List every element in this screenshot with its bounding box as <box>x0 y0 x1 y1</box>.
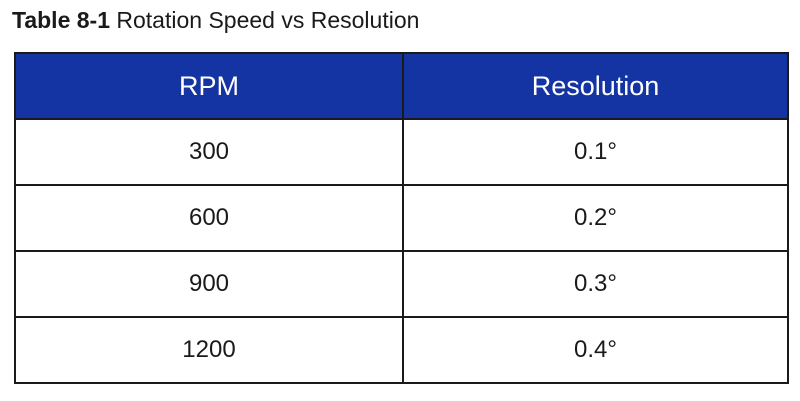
rpm-cell: 900 <box>14 250 404 318</box>
table-header: RPM Resolution <box>14 52 789 120</box>
rpm-cell: 1200 <box>14 316 404 384</box>
column-header-rpm: RPM <box>14 52 404 120</box>
table-caption-label: Table 8-1 <box>12 7 110 33</box>
table-caption-text: Rotation Speed vs Resolution <box>116 7 420 33</box>
rpm-cell: 600 <box>14 184 404 252</box>
resolution-cell: 0.1° <box>402 118 789 186</box>
table-row: 600 0.2° <box>14 184 789 252</box>
rpm-resolution-table: RPM Resolution 300 0.1° 600 0.2° 900 0.3… <box>14 52 789 384</box>
resolution-cell: 0.3° <box>402 250 789 318</box>
rpm-cell: 300 <box>14 118 404 186</box>
table-row: 300 0.1° <box>14 118 789 186</box>
table-caption: Table 8-1 Rotation Speed vs Resolution <box>12 4 419 36</box>
table-body: 300 0.1° 600 0.2° 900 0.3° 1200 0.4° <box>14 118 789 384</box>
resolution-cell: 0.2° <box>402 184 789 252</box>
table-row: 1200 0.4° <box>14 316 789 384</box>
resolution-cell: 0.4° <box>402 316 789 384</box>
column-header-resolution: Resolution <box>402 52 789 120</box>
table-header-row: RPM Resolution <box>14 52 789 120</box>
table-row: 900 0.3° <box>14 250 789 318</box>
